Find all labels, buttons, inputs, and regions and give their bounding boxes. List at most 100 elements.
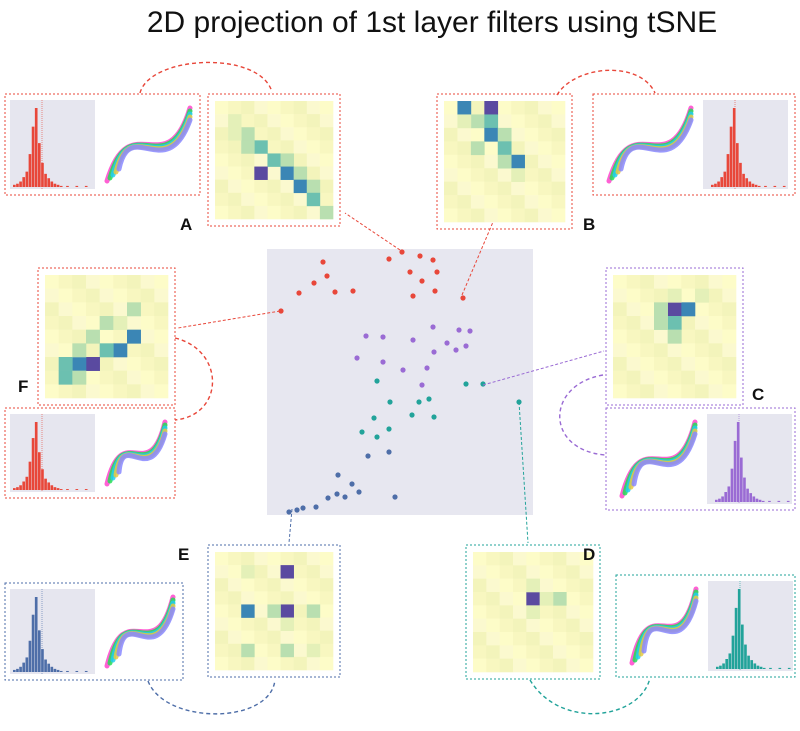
heatmap-cell — [499, 645, 514, 659]
histogram-bar — [719, 665, 722, 669]
heatmap-cell — [241, 656, 255, 671]
heatmap-cell — [444, 154, 458, 169]
heatmap-cell — [566, 592, 580, 606]
heatmap-cell — [241, 591, 255, 605]
heatmap-cell — [280, 604, 294, 618]
connector-arc — [559, 374, 606, 456]
tsne-point — [356, 489, 362, 495]
heatmap-cell — [667, 316, 682, 330]
heatmap-cell — [667, 370, 682, 385]
histogram-bar — [19, 181, 22, 187]
heatmap-cell — [681, 343, 696, 358]
tsne-point — [354, 355, 360, 361]
heatmap-cell — [526, 645, 540, 659]
histogram-bar — [66, 489, 69, 490]
heatmap-cell — [538, 154, 552, 169]
heatmap-cell — [45, 357, 59, 371]
histogram-bar — [737, 589, 741, 669]
heatmap-cell — [140, 329, 155, 344]
heatmap-cell — [566, 552, 580, 566]
heatmap-cell — [695, 384, 709, 399]
heatmap-cell — [215, 578, 229, 592]
panel-label: F — [18, 377, 28, 396]
panel-label: C — [752, 385, 764, 404]
heatmap-cell — [613, 316, 627, 330]
heatmap-cell — [99, 343, 114, 358]
histogram-bar — [38, 630, 41, 672]
heatmap-cell — [484, 154, 499, 169]
connector-arc — [529, 677, 651, 715]
heatmap-cell — [640, 370, 655, 385]
tsne-point — [325, 495, 331, 501]
heatmap-cell — [267, 166, 281, 180]
heatmap-cell — [241, 127, 255, 141]
connector-arc — [556, 69, 656, 96]
heatmap-cell — [722, 275, 737, 289]
heatmap-cell — [708, 343, 723, 358]
heatmap-cell — [626, 275, 641, 289]
heatmap-cell — [280, 166, 294, 180]
heatmap-cell — [654, 329, 668, 344]
heatmap-cell — [470, 168, 485, 182]
tsne-point — [416, 399, 422, 405]
heatmap-cell — [444, 195, 458, 209]
heatmap-cell — [306, 552, 321, 566]
histogram-bar — [762, 667, 766, 669]
heatmap-cell — [228, 604, 242, 618]
heatmap-cell — [319, 604, 334, 618]
protein-strand — [116, 117, 193, 172]
heatmap-cell — [127, 316, 141, 330]
heatmap-cell — [626, 370, 641, 385]
histogram-bar — [715, 499, 718, 502]
heatmap-cell — [215, 591, 229, 605]
heatmap-cell — [306, 617, 321, 631]
heatmap-cell — [72, 316, 87, 330]
heatmap-cell — [267, 192, 281, 207]
heatmap-cell — [579, 645, 594, 659]
heatmap-cell — [538, 141, 552, 156]
histogram-bar — [714, 183, 717, 187]
histogram-bar — [782, 185, 786, 187]
heatmap-cell — [86, 384, 100, 399]
histogram-bar — [728, 653, 732, 669]
heatmap-cell — [708, 302, 723, 317]
heatmap-cell — [99, 357, 114, 371]
heatmap-cell — [154, 288, 169, 303]
heatmap-cell — [293, 656, 308, 671]
heatmap-cell — [293, 205, 308, 220]
tsne-point — [363, 333, 369, 339]
heatmap-cell — [579, 618, 594, 633]
histogram-bar — [22, 662, 26, 672]
heatmap-cell — [86, 343, 100, 358]
heatmap-cell — [722, 384, 737, 399]
tsne-point — [386, 449, 392, 455]
histogram-bar — [28, 461, 32, 490]
heatmap-cell — [551, 181, 566, 196]
heatmap-cell — [99, 288, 114, 303]
heatmap-cell — [484, 127, 499, 142]
heatmap-cell — [538, 127, 552, 142]
heatmap-cell — [626, 302, 641, 317]
heatmap-cell — [695, 288, 709, 303]
heatmap-cell — [470, 101, 485, 115]
histogram-bar — [731, 635, 735, 669]
heatmap-cell — [513, 632, 527, 646]
heatmap-cell — [524, 181, 539, 196]
heatmap-cell — [613, 384, 627, 399]
histogram-bar — [768, 500, 771, 502]
heatmap-cell — [228, 591, 242, 605]
heatmap-cell — [58, 275, 73, 289]
histogram-bar — [733, 440, 737, 502]
heatmap-cell — [708, 275, 723, 289]
heatmap-cell — [722, 302, 737, 317]
heatmap-cell — [457, 154, 472, 169]
tsne-point — [434, 269, 440, 275]
heatmap-cell — [511, 168, 525, 182]
heatmap-cell — [280, 578, 294, 592]
heatmap-cell — [538, 114, 552, 129]
heatmap-cell — [58, 343, 73, 358]
tsne-point — [286, 509, 292, 515]
heatmap-cell — [72, 357, 87, 371]
heatmap-cell — [306, 153, 321, 167]
